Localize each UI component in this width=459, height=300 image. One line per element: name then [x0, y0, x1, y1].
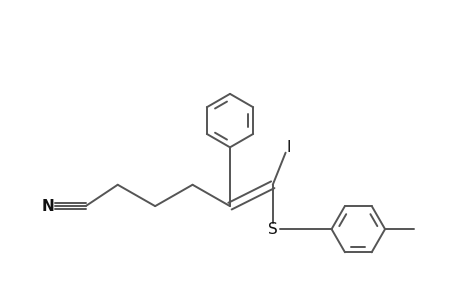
Text: S: S	[267, 222, 277, 237]
Text: N: N	[42, 199, 55, 214]
Text: I: I	[286, 140, 291, 155]
